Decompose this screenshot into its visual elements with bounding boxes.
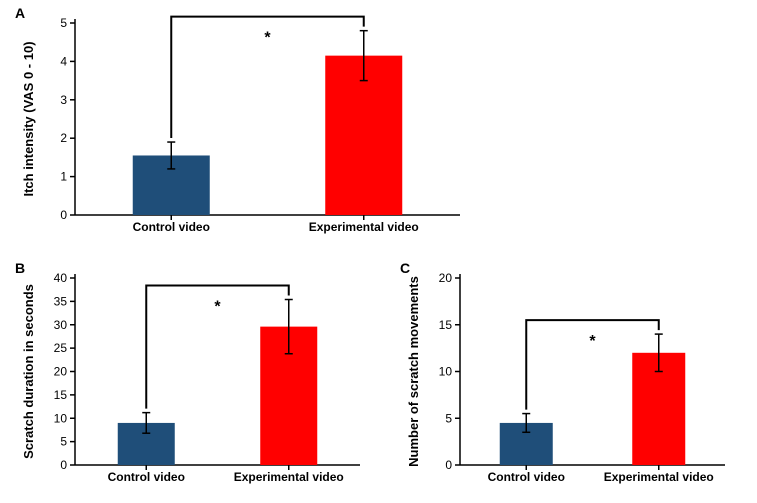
panel-A-chart: 0 1 2 3 4 5 Itch intensity (VAS 0 - 10) Control… bbox=[15, 5, 475, 245]
svg-text:35: 35 bbox=[54, 294, 68, 308]
svg-text:Itch intensity (VAS 0 - 10): Itch intensity (VAS 0 - 10) bbox=[21, 41, 36, 196]
svg-text:Experimental video: Experimental video bbox=[309, 220, 419, 234]
svg-text:1: 1 bbox=[60, 170, 67, 184]
panel-C-label: C bbox=[400, 260, 410, 276]
svg-text:0: 0 bbox=[445, 458, 452, 472]
svg-text:5: 5 bbox=[60, 435, 67, 449]
svg-text:Control video: Control video bbox=[133, 220, 210, 234]
figure: A 0 1 2 3 4 5 Itch intensity (VAS 0 - 10) Contr… bbox=[0, 0, 757, 503]
svg-text:*: * bbox=[589, 333, 596, 350]
svg-text:4: 4 bbox=[60, 54, 67, 68]
svg-text:5: 5 bbox=[445, 411, 452, 425]
panel-A: A 0 1 2 3 4 5 Itch intensity (VAS 0 - 10) Contr… bbox=[15, 5, 475, 245]
panel-B-label: B bbox=[15, 260, 25, 276]
panel-C: C 0 5 10 15 20 Number of scratch movements Con… bbox=[400, 260, 740, 495]
svg-text:10: 10 bbox=[439, 365, 453, 379]
svg-text:15: 15 bbox=[439, 318, 453, 332]
svg-text:30: 30 bbox=[54, 318, 68, 332]
svg-text:0: 0 bbox=[60, 458, 67, 472]
svg-text:3: 3 bbox=[60, 93, 67, 107]
svg-text:0: 0 bbox=[60, 208, 67, 222]
svg-text:Experimental video: Experimental video bbox=[604, 470, 714, 484]
svg-text:40: 40 bbox=[54, 271, 68, 285]
svg-text:Scratch duration in seconds: Scratch duration in seconds bbox=[21, 284, 36, 459]
panel-C-chart: 0 5 10 15 20 Number of scratch movements Contr… bbox=[400, 260, 740, 495]
svg-text:2: 2 bbox=[60, 131, 67, 145]
svg-text:20: 20 bbox=[439, 271, 453, 285]
svg-text:10: 10 bbox=[54, 411, 68, 425]
panel-A-label: A bbox=[15, 5, 25, 21]
svg-text:20: 20 bbox=[54, 365, 68, 379]
svg-text:5: 5 bbox=[60, 16, 67, 30]
svg-text:Control video: Control video bbox=[108, 470, 185, 484]
panel-B: B 0 5 10 15 20 25 30 35 40 Scratch duration in se… bbox=[15, 260, 375, 495]
svg-text:Number of scratch movements: Number of scratch movements bbox=[406, 276, 421, 467]
svg-text:Experimental video: Experimental video bbox=[234, 470, 344, 484]
panel-B-chart: 0 5 10 15 20 25 30 35 40 Scratch duration in seco… bbox=[15, 260, 375, 495]
svg-text:*: * bbox=[214, 299, 221, 316]
svg-text:15: 15 bbox=[54, 388, 68, 402]
svg-text:25: 25 bbox=[54, 341, 68, 355]
svg-text:Control video: Control video bbox=[488, 470, 565, 484]
svg-text:*: * bbox=[264, 30, 271, 47]
